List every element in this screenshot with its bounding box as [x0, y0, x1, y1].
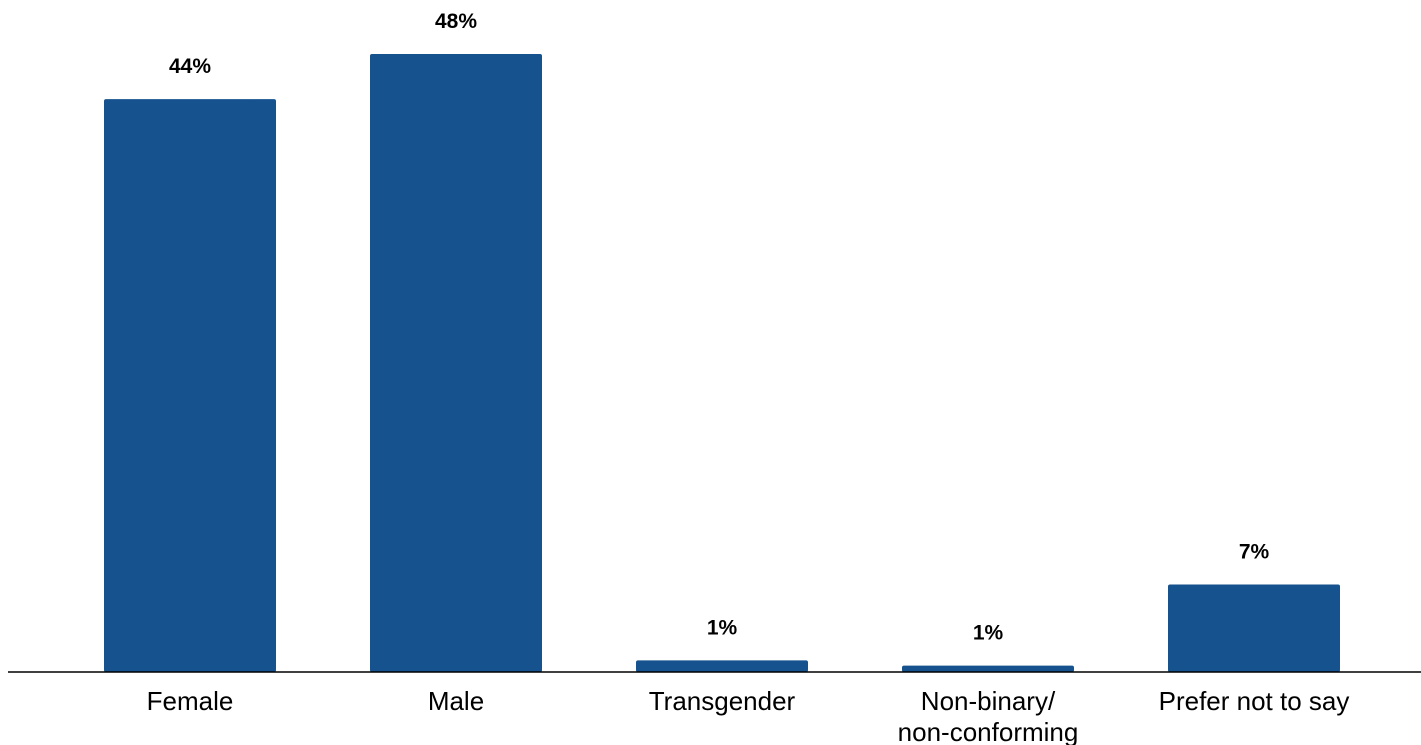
bar-1 [370, 54, 542, 672]
bar-2 [636, 660, 808, 672]
category-label-3: Non-binary/non-conforming [898, 686, 1079, 745]
category-label-2: Transgender [649, 686, 796, 716]
category-label-line: Transgender [649, 686, 796, 716]
data-label-1: 48% [435, 10, 477, 33]
category-label-0: Female [147, 686, 234, 716]
category-label-line: Non-binary/ [921, 686, 1056, 716]
value-labels-layer: 44% 48% 1% 1% 7% [169, 10, 1270, 645]
category-label-4: Prefer not to say [1159, 686, 1350, 716]
data-label-2: 1% [707, 616, 738, 639]
bar-0 [104, 99, 276, 672]
category-labels-layer: Female Male Transgender Non-binary/non-conf… [147, 686, 1350, 745]
category-label-line: non-conforming [898, 717, 1079, 745]
data-label-0: 44% [169, 55, 211, 78]
category-label-line: Female [147, 686, 234, 716]
bar-4 [1168, 584, 1340, 672]
category-label-line: Prefer not to say [1159, 686, 1350, 716]
bar-3 [902, 665, 1074, 672]
data-label-3: 1% [973, 622, 1004, 645]
category-label-line: Male [428, 686, 484, 716]
data-label-4: 7% [1239, 540, 1270, 563]
category-label-1: Male [428, 686, 484, 716]
bars-layer [104, 54, 1340, 672]
